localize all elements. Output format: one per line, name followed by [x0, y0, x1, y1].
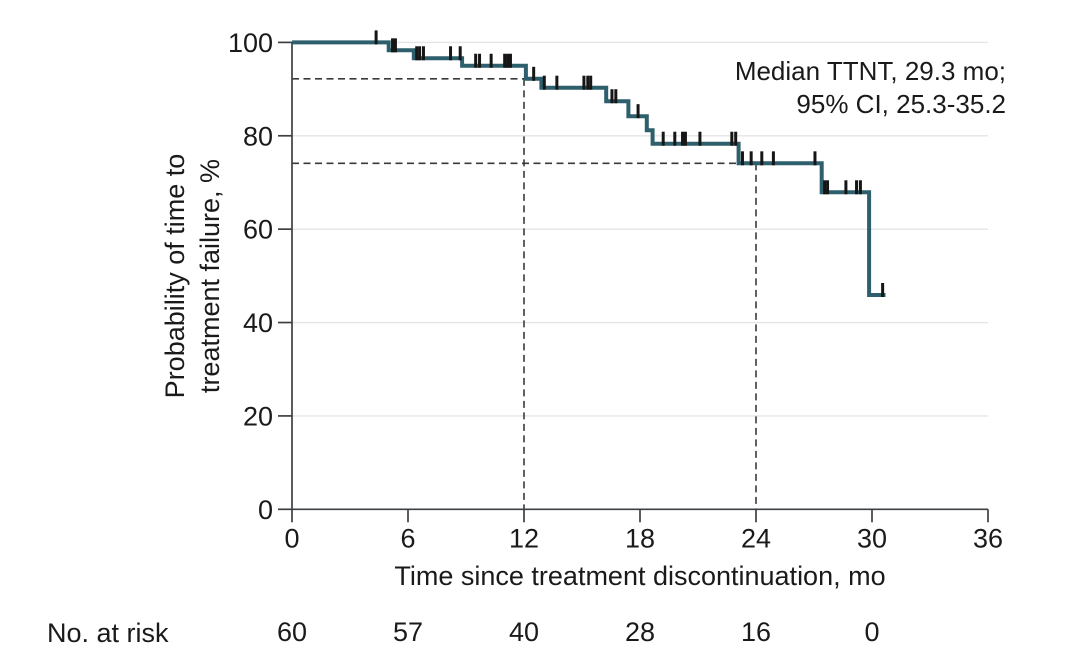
- censor-ticks: [374, 30, 885, 297]
- landmark-reference-lines: [292, 78, 757, 510]
- y-tick-label: 0: [258, 495, 273, 525]
- at-risk-row: 60 57 40 28 16 0: [277, 617, 880, 647]
- x-tick-label: 18: [625, 523, 655, 553]
- y-axis-title-line2: treatment failure, %: [195, 158, 225, 394]
- x-tick-label: 0: [284, 523, 299, 553]
- y-tick-label: 60: [243, 215, 273, 245]
- y-tick-label: 100: [228, 28, 273, 58]
- x-tick-label: 36: [973, 523, 1003, 553]
- at-risk-label: No. at risk: [47, 618, 169, 648]
- x-tick-label: 24: [741, 523, 771, 553]
- x-tick-label: 30: [857, 523, 887, 553]
- y-axis-title-line1: Probability of time to: [160, 153, 190, 399]
- y-tick-label: 40: [243, 308, 273, 338]
- x-tick-label: 12: [509, 523, 539, 553]
- at-risk-count: 28: [625, 617, 655, 647]
- median-annotation: Median TTNT, 29.3 mo; 95% CI, 25.3-35.2: [735, 55, 1006, 121]
- axes: 0 20 40 60 80 100 0 6 12 18 24 30 36: [228, 28, 1003, 553]
- at-risk-count: 60: [277, 617, 307, 647]
- y-tick-label: 20: [243, 401, 273, 431]
- x-tick-label: 6: [400, 523, 415, 553]
- x-axis-title: Time since treatment discontinuation, mo: [394, 561, 886, 591]
- at-risk-count: 40: [509, 617, 539, 647]
- at-risk-count: 57: [393, 617, 423, 647]
- y-tick-label: 80: [243, 121, 273, 151]
- median-annotation-line2: 95% CI, 25.3-35.2: [796, 89, 1006, 119]
- at-risk-count: 16: [741, 617, 771, 647]
- at-risk-count: 0: [864, 617, 879, 647]
- y-axis-title: Probability of time to treatment failure…: [158, 26, 228, 526]
- median-annotation-line1: Median TTNT, 29.3 mo;: [734, 56, 1006, 86]
- gridlines: [292, 41, 988, 417]
